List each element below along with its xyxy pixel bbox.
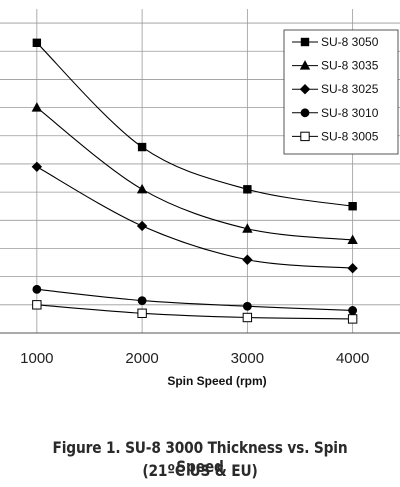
data-point-su-8-3035-3000 bbox=[242, 223, 253, 233]
series-line-su-8-3025 bbox=[36, 166, 353, 269]
data-point-su-8-3005-4000 bbox=[347, 314, 358, 324]
figure-caption-title: Figure 1. SU-8 3000 Thickness vs. Spin S… bbox=[52, 438, 348, 476]
data-point-su-8-3035-2000 bbox=[136, 183, 148, 194]
legend-marker-su-8-3035 bbox=[299, 60, 311, 70]
data-point-su-8-3025-3000 bbox=[242, 254, 253, 265]
legend-label-su-8-3035: SU-8 3035 bbox=[321, 59, 379, 73]
legend: SU-8 3050 SU-8 3035 SU-8 3025 SU-8 3010 SU-8… bbox=[283, 29, 399, 155]
data-point-su-8-3050-1000 bbox=[32, 38, 42, 48]
legend-marker-su-8-3010 bbox=[300, 108, 310, 118]
series-su-8-3035 bbox=[31, 102, 358, 245]
data-point-su-8-3035-1000 bbox=[31, 102, 43, 112]
x-tick-label: 3000 bbox=[231, 350, 264, 367]
data-point-su-8-3025-1000 bbox=[31, 161, 43, 172]
data-point-su-8-3050-4000 bbox=[348, 202, 357, 211]
legend-marker-su-8-3005 bbox=[300, 131, 310, 142]
data-point-su-8-3025-2000 bbox=[136, 220, 148, 232]
data-point-su-8-3010-4000 bbox=[348, 306, 358, 315]
x-tick-label: 1000 bbox=[20, 350, 53, 367]
gridlines bbox=[0, 9, 400, 334]
data-point-su-8-3005-2000 bbox=[137, 308, 147, 318]
legend-label-su-8-3005: SU-8 3005 bbox=[321, 129, 379, 143]
series-line-su-8-3010 bbox=[36, 288, 353, 312]
series-su-8-3010 bbox=[32, 284, 358, 315]
series-line-su-8-3005 bbox=[36, 304, 353, 320]
data-point-su-8-3025-4000 bbox=[347, 263, 358, 274]
data-point-su-8-3010-3000 bbox=[242, 301, 252, 311]
data-point-su-8-3050-2000 bbox=[137, 142, 147, 152]
series-su-8-3005 bbox=[32, 300, 358, 324]
series-layer bbox=[31, 38, 358, 324]
data-point-su-8-3035-4000 bbox=[347, 234, 358, 245]
series-su-8-3025 bbox=[31, 161, 358, 274]
data-point-su-8-3010-1000 bbox=[32, 284, 42, 294]
x-tick-label: 2000 bbox=[125, 350, 158, 367]
x-axis-title: Spin Speed (rpm) bbox=[167, 374, 266, 388]
data-point-su-8-3010-2000 bbox=[137, 296, 147, 305]
data-point-su-8-3005-3000 bbox=[242, 312, 253, 323]
figure-caption-subtitle: (21ºC US & EU) bbox=[142, 461, 258, 480]
legend-label-su-8-3010: SU-8 3010 bbox=[321, 106, 379, 120]
legend-label-su-8-3025: SU-8 3025 bbox=[321, 82, 379, 96]
legend-marker-su-8-3050 bbox=[300, 37, 310, 47]
x-tick-label: 4000 bbox=[336, 350, 369, 367]
data-point-su-8-3050-3000 bbox=[243, 185, 252, 194]
series-line-su-8-3035 bbox=[36, 107, 353, 241]
x-axis-ticks: 1000 2000 3000 4000 bbox=[20, 350, 369, 367]
legend-label-su-8-3050: SU-8 3050 bbox=[321, 35, 379, 49]
series-line-su-8-3050 bbox=[36, 42, 353, 207]
data-point-su-8-3005-1000 bbox=[32, 300, 42, 310]
legend-marker-su-8-3025 bbox=[299, 84, 311, 95]
series-su-8-3050 bbox=[32, 38, 357, 211]
